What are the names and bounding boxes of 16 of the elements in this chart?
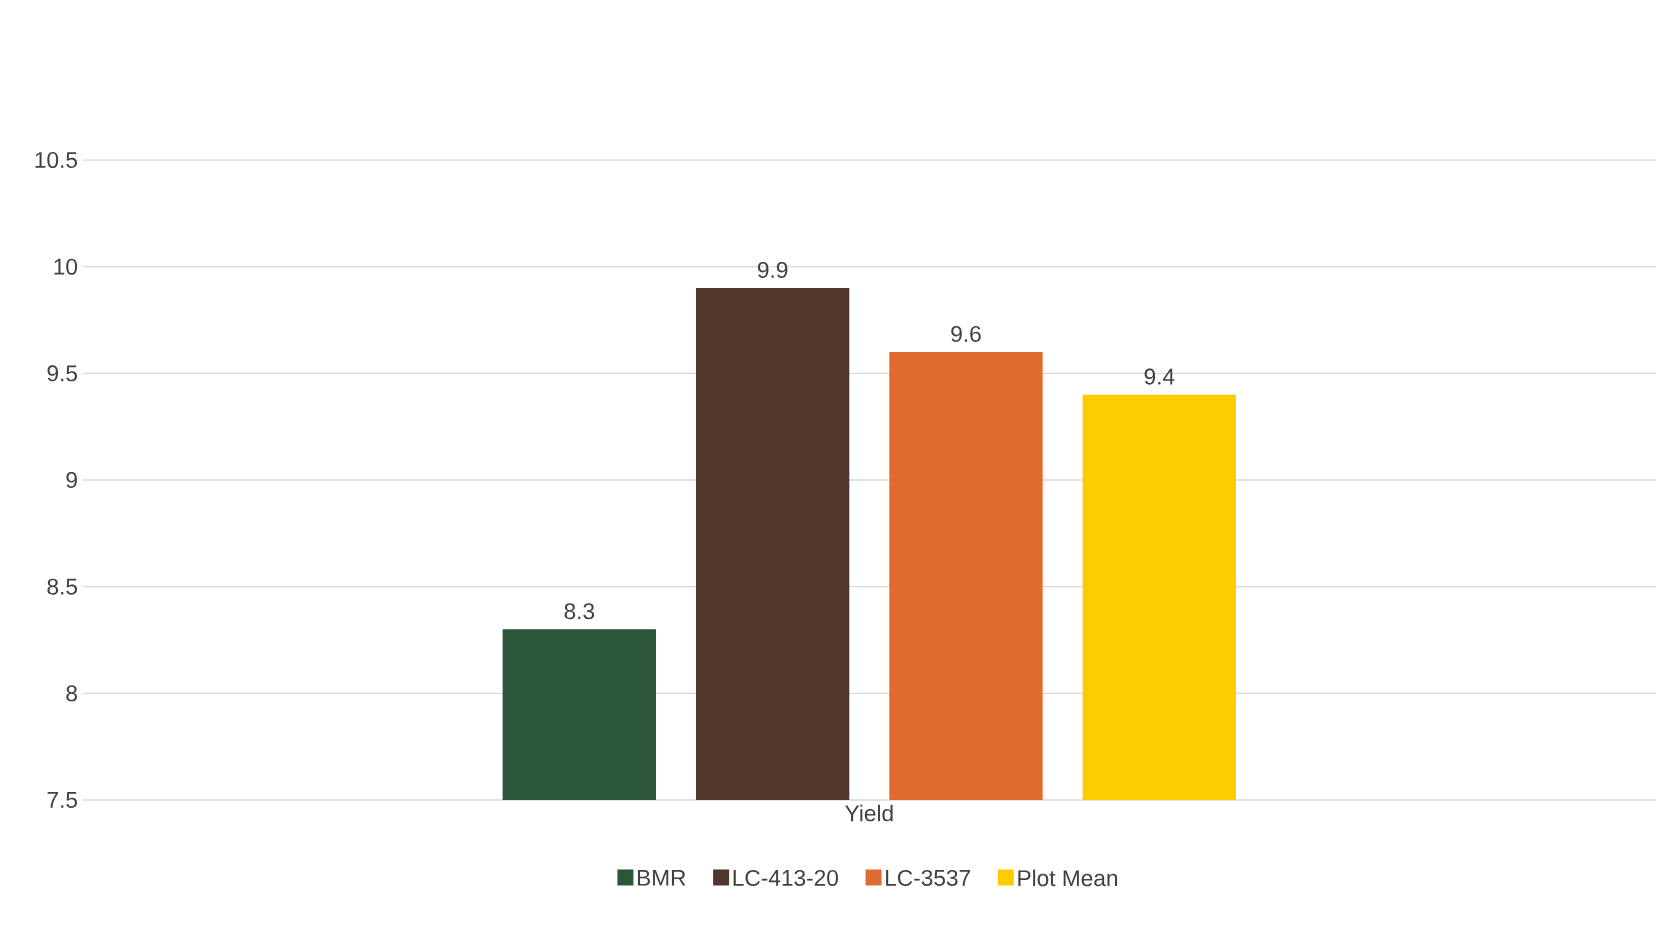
y-tick-label: 10	[54, 258, 78, 275]
y-tick-label: 8.5	[47, 578, 78, 595]
y-tick-label: 8	[66, 685, 77, 702]
y-tick-label: 9	[66, 472, 77, 489]
y-tick-label: 9.5	[47, 365, 78, 382]
legend-label: LC-3537	[886, 870, 970, 887]
legend-label: BMR	[637, 870, 686, 886]
data-label: 9.9	[757, 262, 788, 279]
data-label: 9.6	[951, 326, 981, 343]
data-label: 8.3	[564, 603, 595, 620]
legend-label: LC-413-20	[733, 870, 838, 887]
x-tick-label: Yield	[845, 804, 893, 822]
legend-label: Plot Mean	[1018, 869, 1118, 887]
data-label: 9.4	[1144, 368, 1175, 385]
y-tick-label: 10.5	[35, 152, 77, 169]
y-tick-label: 7.5	[47, 792, 78, 809]
